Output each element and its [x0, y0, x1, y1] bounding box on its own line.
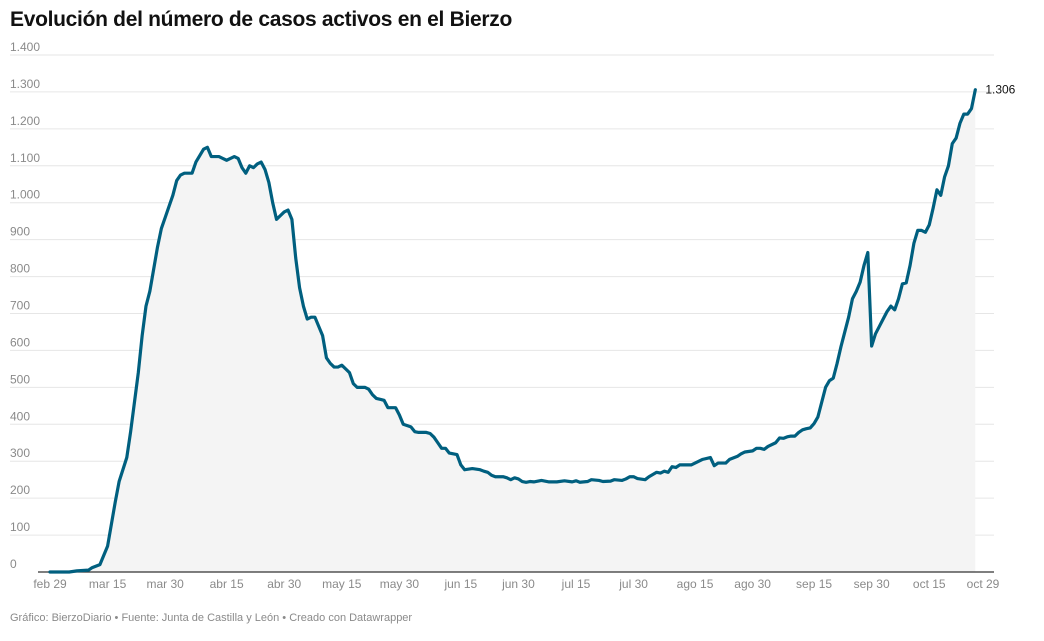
annotations: 1.306	[985, 83, 1015, 97]
y-tick-label: 100	[10, 520, 30, 534]
chart-title: Evolución del número de casos activos en…	[10, 8, 512, 31]
y-tick-label: 500	[10, 372, 30, 386]
y-tick-label: 900	[10, 225, 30, 239]
y-tick-label: 400	[10, 409, 30, 423]
x-tick-label: ago 30	[734, 577, 771, 591]
y-tick-label: 200	[10, 483, 30, 497]
x-tick-label: mar 15	[89, 577, 127, 591]
cases-area	[50, 89, 976, 573]
y-tick-label: 1.000	[10, 188, 40, 202]
cases-line	[48, 88, 977, 574]
y-tick-label: 700	[10, 299, 30, 313]
active-cases-chart: 0 100 200 300 400 500 600 700 800 900 1.000 1.100 1.…	[10, 40, 1016, 591]
x-tick-label: jul 30	[618, 577, 648, 591]
footer-source: Fuente: Junta de Castilla y León	[121, 612, 280, 624]
x-axis-ticks: feb 29 mar 15 mar 30 abr 15 abr 30 may 15 may …	[33, 577, 999, 591]
y-tick-label: 1.100	[10, 151, 40, 165]
x-tick-label: feb 29	[33, 577, 67, 591]
footer-separator: •	[279, 612, 290, 624]
footer-separator: •	[111, 612, 122, 624]
x-tick-label: may 15	[322, 577, 362, 591]
y-tick-label: 600	[10, 335, 30, 349]
y-axis-ticks: 0 100 200 300 400 500 600 700 800 900 1.000 1.100 1.…	[10, 40, 40, 571]
y-tick-label: 1.200	[10, 114, 40, 128]
x-tick-label: abr 30	[267, 577, 301, 591]
y-tick-label: 1.300	[10, 77, 40, 91]
last-value-label: 1.306	[985, 83, 1015, 97]
y-tick-label: 800	[10, 262, 30, 276]
chart-footer: Gráfico: BierzoDiario • Fuente: Junta de…	[10, 612, 412, 624]
x-tick-label: may 30	[380, 577, 420, 591]
x-tick-label: sep 15	[796, 577, 832, 591]
footer-tool: Creado con Datawrapper	[289, 612, 413, 624]
x-tick-label: jul 15	[561, 577, 591, 591]
x-tick-label: jun 30	[501, 577, 535, 591]
x-tick-label: sep 30	[854, 577, 890, 591]
x-tick-label: jun 15	[443, 577, 477, 591]
x-tick-label: oct 29	[967, 577, 1000, 591]
footer-credit: Gráfico: BierzoDiario	[10, 612, 112, 624]
x-tick-label: abr 15	[210, 577, 244, 591]
y-tick-label: 300	[10, 446, 30, 460]
x-tick-label: oct 15	[913, 577, 946, 591]
y-tick-label: 0	[10, 557, 17, 571]
x-tick-label: mar 30	[147, 577, 185, 591]
y-tick-label: 1.400	[10, 40, 40, 54]
x-tick-label: ago 15	[677, 577, 714, 591]
